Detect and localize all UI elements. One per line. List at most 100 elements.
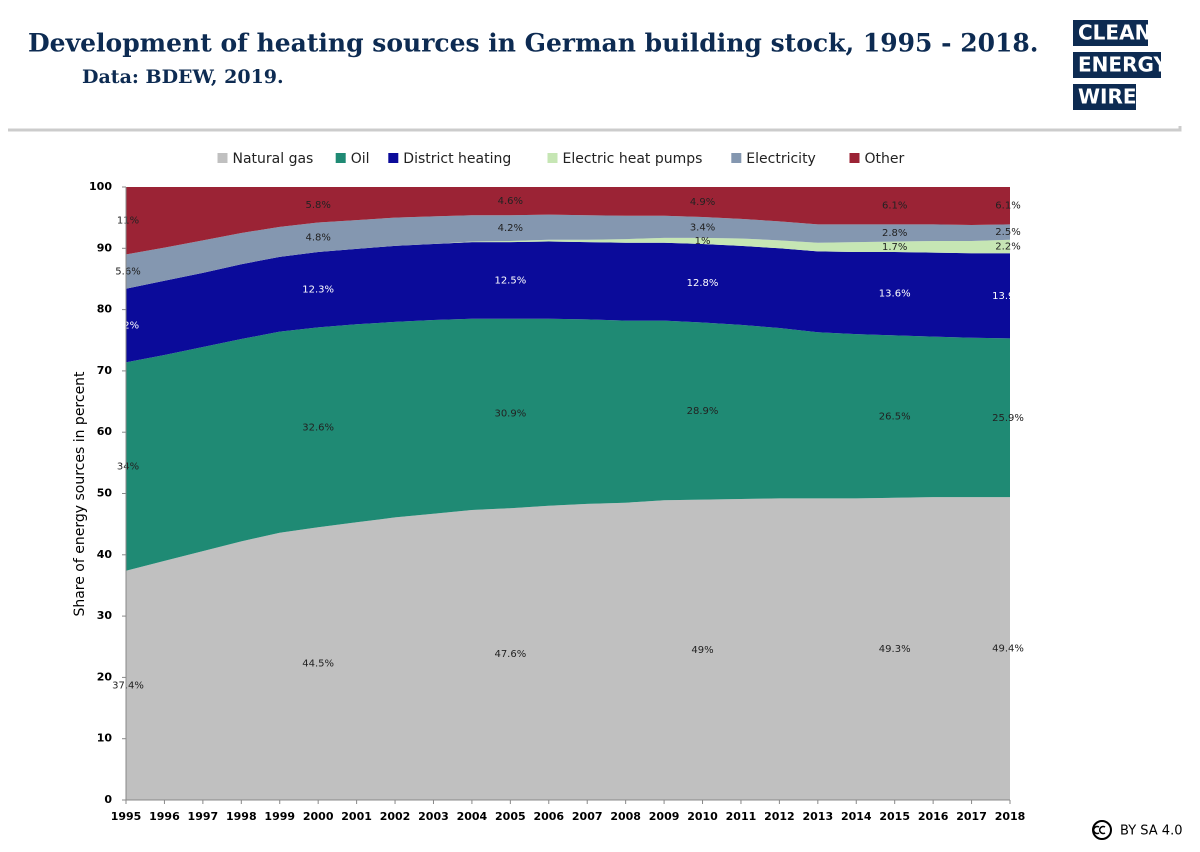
cc-icon <box>1092 825 1106 835</box>
data-label: 3.4% <box>690 222 715 233</box>
legend-label: Electric heat pumps <box>563 151 703 167</box>
cc-icon <box>1092 820 1112 840</box>
x-tick-label: 1996 <box>149 810 180 823</box>
y-tick-label: 100 <box>89 180 112 193</box>
x-tick-label: 2018 <box>995 810 1026 823</box>
data-label: 4.9% <box>690 197 715 208</box>
chart: 37.4% 44.5% 47.6% 49% 49.3% 49.4% 34% 32.6% 30.9… <box>89 151 1025 823</box>
legend-label: Oil <box>351 151 370 167</box>
y-tick-label: 10 <box>97 732 113 745</box>
logo-text: CLEAN <box>1078 21 1151 45</box>
x-tick-label: 2007 <box>572 810 603 823</box>
data-label: 49% <box>691 645 713 656</box>
data-label: 13.6% <box>879 289 911 300</box>
y-tick-label: 40 <box>97 548 113 561</box>
header-border <box>8 126 1182 132</box>
legend-label: District heating <box>403 151 511 167</box>
data-label: 4.6% <box>498 196 523 207</box>
logo-box <box>1073 20 1148 46</box>
data-label: 49.3% <box>879 644 911 655</box>
data-label: 30.9% <box>494 409 526 420</box>
area <box>126 318 1010 571</box>
data-label: 25.9% <box>992 413 1024 424</box>
legend-label: Other <box>865 151 905 167</box>
legend-swatch <box>335 153 346 163</box>
y-tick-label: 20 <box>97 670 113 683</box>
x-tick-label: 2008 <box>610 810 641 823</box>
data-label: 4.8% <box>305 232 330 243</box>
x-tick-label: 2017 <box>956 810 987 823</box>
x-tick-label: 1999 <box>264 810 295 823</box>
data-label: 28.9% <box>687 406 719 417</box>
x-tick-label: 1997 <box>188 810 219 823</box>
x-tick-label: 2016 <box>918 810 949 823</box>
y-tick-label: 0 <box>104 793 112 806</box>
data-label: 5.8% <box>305 200 330 211</box>
x-tick-label: 2000 <box>303 810 334 823</box>
legend-swatch <box>849 153 860 163</box>
x-tick-label: 2005 <box>495 810 526 823</box>
x-tick-label: 2001 <box>341 810 372 823</box>
title: Development of heating sources in German… <box>28 29 1039 58</box>
data-label: 34% <box>117 462 139 473</box>
x-tick-label: 2015 <box>879 810 910 823</box>
legend-swatch <box>388 153 399 163</box>
y-axis-label: Share of energy sources in percent <box>72 371 88 617</box>
logo: CLEAN ENERGY WIRE <box>1073 20 1168 110</box>
data-label: 12.5% <box>494 275 526 286</box>
subtitle: Data: BDEW, 2019. <box>82 66 284 88</box>
data-label: 26.5% <box>879 412 911 423</box>
x-tick-label: 2002 <box>380 810 411 823</box>
data-label: 1% <box>695 236 711 247</box>
area <box>126 237 1010 289</box>
y-tick-label: 80 <box>97 303 113 316</box>
area <box>126 214 1010 289</box>
x-tick-label: 2004 <box>457 810 488 823</box>
data-label: 4.2% <box>498 223 523 234</box>
y-tick-label: 30 <box>97 609 113 622</box>
y-tick-label: 50 <box>97 487 113 500</box>
x-tick-label: 2006 <box>533 810 564 823</box>
y-tick-label: 70 <box>97 364 113 377</box>
x-tick-label: 2010 <box>687 810 718 823</box>
x-tick-label: 2011 <box>726 810 757 823</box>
data-label: 1.7% <box>882 242 907 253</box>
data-label: 2.8% <box>882 228 907 239</box>
data-label: 6.1% <box>882 201 907 212</box>
logo-box <box>1073 52 1161 78</box>
legend-swatch <box>217 153 228 163</box>
legend-label: Natural gas <box>233 151 314 167</box>
data-label: 11% <box>117 216 139 227</box>
data-label: 12.8% <box>687 278 719 289</box>
data-label: 49.4% <box>992 644 1024 655</box>
x-tick-label: 1998 <box>226 810 257 823</box>
data-label: 32.6% <box>302 422 334 433</box>
legend-swatch <box>731 153 742 163</box>
area <box>126 187 1010 255</box>
license: BY SA 4.0 <box>1092 820 1182 840</box>
license-text: BY SA 4.0 <box>1120 824 1182 839</box>
data-label: 12.3% <box>302 285 334 296</box>
data-label: 2.2% <box>995 241 1020 252</box>
area <box>126 497 1010 800</box>
x-tick-label: 2003 <box>418 810 449 823</box>
data-label: 6.1% <box>995 201 1020 212</box>
legend-label: Electricity <box>746 151 816 167</box>
logo-box <box>1073 84 1136 110</box>
legend-swatch <box>547 153 558 163</box>
data-label: 44.5% <box>302 659 334 670</box>
x-tick-label: 2013 <box>803 810 834 823</box>
x-tick-label: 2012 <box>764 810 795 823</box>
y-tick-label: 60 <box>97 425 113 438</box>
y-tick-label: 90 <box>97 241 113 254</box>
x-tick-label: 2009 <box>649 810 680 823</box>
logo-text: ENERGY <box>1078 53 1168 77</box>
data-label: 5.6% <box>115 267 140 278</box>
logo-text: WIRE <box>1078 85 1137 109</box>
data-label: 2.5% <box>995 227 1020 238</box>
area <box>126 241 1010 363</box>
x-tick-label: 2014 <box>841 810 872 823</box>
data-label: 37.4% <box>112 680 144 691</box>
data-label: 47.6% <box>494 649 526 660</box>
